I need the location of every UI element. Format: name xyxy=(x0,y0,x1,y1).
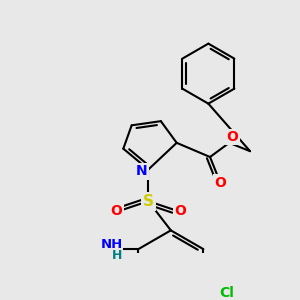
Text: NH: NH xyxy=(100,238,123,250)
Text: H: H xyxy=(112,249,122,262)
Text: O: O xyxy=(111,204,123,218)
Text: Cl: Cl xyxy=(219,286,234,300)
Text: N: N xyxy=(136,164,148,178)
Text: O: O xyxy=(226,130,238,144)
Text: S: S xyxy=(143,194,154,209)
Text: O: O xyxy=(214,176,226,190)
Text: O: O xyxy=(174,204,186,218)
